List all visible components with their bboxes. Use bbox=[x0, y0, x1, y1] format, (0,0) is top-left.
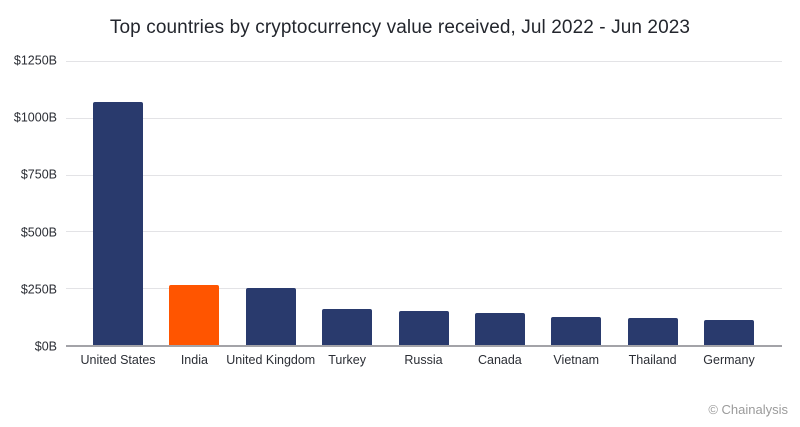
gridline bbox=[66, 174, 782, 176]
y-tick-label: $750B bbox=[20, 168, 57, 183]
bar-india bbox=[169, 284, 220, 345]
bar-russia bbox=[398, 310, 449, 345]
x-axis-label: Turkey bbox=[328, 353, 366, 367]
bar-thailand bbox=[627, 317, 678, 345]
y-tick-label: $500B bbox=[20, 225, 57, 240]
gridline bbox=[66, 231, 782, 233]
bar-slot: Turkey bbox=[322, 61, 373, 367]
x-axis-label: Germany bbox=[703, 353, 755, 367]
bar-slot: Germany bbox=[703, 61, 755, 367]
bar-slot: United Kingdom bbox=[226, 61, 315, 367]
bar-slot: Vietnam bbox=[551, 61, 602, 367]
bar-germany bbox=[704, 320, 754, 345]
x-axis-label: Vietnam bbox=[553, 353, 600, 367]
bar-slot: Thailand bbox=[627, 61, 678, 367]
bar-united-kingdom bbox=[245, 288, 296, 345]
plot-area: United States India United Kingdom Turkey Ru… bbox=[66, 61, 782, 367]
x-axis-label: Russia bbox=[404, 353, 443, 367]
x-axis-label: India bbox=[180, 353, 208, 367]
bar-slot: United States bbox=[80, 61, 156, 367]
x-axis-label: United States bbox=[80, 353, 156, 367]
y-tick-label: $1250B bbox=[13, 53, 57, 68]
gridline bbox=[66, 117, 782, 119]
gridlines bbox=[66, 61, 782, 345]
y-tick-label: $250B bbox=[20, 282, 57, 297]
gridline bbox=[66, 61, 782, 62]
bar-slot: Russia bbox=[398, 61, 449, 367]
y-tick-label: $0B bbox=[34, 339, 57, 354]
bar-slot: India bbox=[169, 61, 220, 367]
bars-row: United States India United Kingdom Turkey Ru… bbox=[66, 61, 782, 367]
x-axis-label: United Kingdom bbox=[226, 353, 316, 367]
y-axis: $0B $250B $500B $750B $1000B $1250B bbox=[0, 54, 66, 354]
bar-canada bbox=[474, 313, 525, 345]
attribution-text: © Chainalysis bbox=[708, 402, 788, 417]
bar-vietnam bbox=[551, 316, 602, 345]
bar-united-states bbox=[93, 101, 143, 345]
bar-slot: Canada bbox=[474, 61, 525, 367]
x-axis-label: Thailand bbox=[628, 353, 677, 367]
bar-turkey bbox=[322, 308, 373, 345]
y-tick-label: $1000B bbox=[13, 110, 57, 125]
x-axis-label: Canada bbox=[477, 353, 522, 367]
gridline bbox=[66, 288, 782, 290]
chart-title: Top countries by cryptocurrency value re… bbox=[109, 17, 691, 38]
